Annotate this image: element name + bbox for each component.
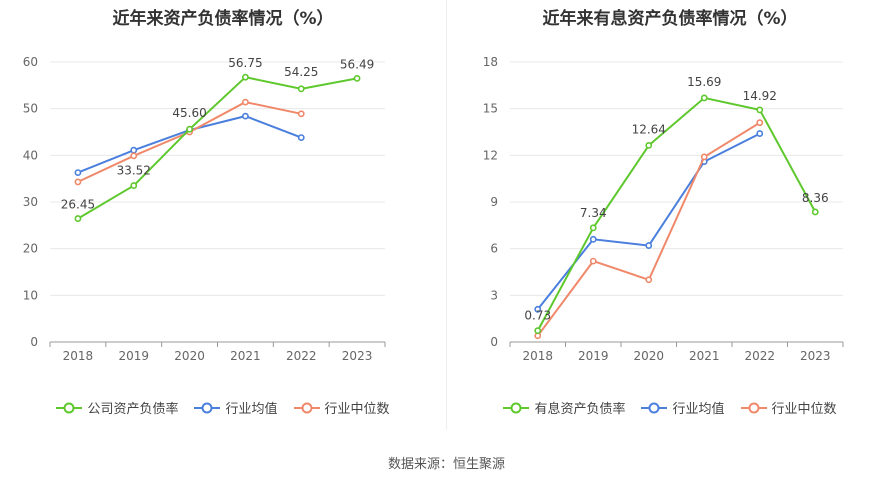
data-point (534, 305, 542, 313)
legend-line-icon (740, 402, 767, 413)
data-point (589, 257, 597, 265)
x-tick-label: 2019 (118, 349, 149, 363)
data-source-note: 数据来源：恒生聚源 (387, 457, 505, 472)
legend-label: 行业中位数 (324, 402, 390, 417)
chart-title: 近年来资产负债率情况（%） (112, 9, 334, 29)
legend-item[interactable]: 有息资产负债率 (503, 398, 625, 417)
data-label: 33.52 (117, 164, 151, 178)
data-point (534, 327, 542, 335)
y-tick-label: 0 (30, 335, 38, 349)
data-point (756, 119, 764, 127)
x-tick-label: 2020 (174, 349, 205, 363)
legend-item[interactable]: 行业均值 (194, 398, 278, 417)
data-label: 0.73 (524, 309, 551, 323)
x-tick-label: 2023 (800, 349, 831, 363)
data-label: 14.92 (743, 89, 777, 103)
chart-legend: 有息资产负债率 行业均值 行业中位数 (447, 398, 893, 417)
chart-panel-debt-ratio: 近年来资产负债率情况（%） 0 10 20 30 40 50 60 2018 2019 2020 2… (0, 0, 446, 440)
data-point (74, 169, 82, 176)
panel-divider (446, 0, 447, 430)
data-point (756, 106, 764, 114)
data-point (242, 73, 249, 81)
x-tick-label: 2022 (286, 349, 317, 363)
chart-svg: 0 10 20 30 40 50 60 2018 2019 2020 2021 2022 2023 26.… (23, 55, 386, 363)
data-point (645, 242, 653, 249)
legend-label: 行业均值 (225, 402, 278, 417)
y-tick-label: 0 (490, 335, 498, 349)
data-point (811, 208, 819, 216)
y-tick-label: 6 (490, 242, 498, 256)
legend-line-icon (194, 402, 221, 413)
x-tick-label: 2023 (342, 349, 373, 363)
y-tick-label: 9 (490, 195, 498, 209)
legend-label: 公司资产负债率 (87, 402, 179, 417)
data-point (700, 94, 708, 102)
y-tick-label: 3 (490, 288, 498, 302)
data-label: 56.75 (228, 56, 262, 70)
series-line (536, 96, 817, 332)
legend-line-icon (503, 402, 530, 413)
data-label: 8.36 (802, 191, 829, 205)
data-label: 15.69 (687, 75, 721, 89)
data-label: 54.25 (284, 65, 318, 79)
data-point (130, 146, 138, 154)
y-tick-label: 60 (23, 55, 38, 69)
chart-title: 近年来有息资产负债率情况（%） (542, 9, 798, 29)
y-tick-label: 40 (23, 148, 38, 162)
data-point (242, 98, 249, 106)
legend-line-icon (293, 402, 320, 413)
chart-svg: 0 3 6 9 12 15 18 2018 2019 2020 2021 2022 2023 0.73 7.… (483, 55, 844, 363)
data-point (242, 112, 249, 120)
legend-item[interactable]: 公司资产负债率 (56, 398, 178, 417)
data-point (130, 182, 138, 189)
data-label: 26.45 (61, 198, 95, 212)
legend-line-icon (641, 402, 668, 413)
data-point (353, 74, 361, 82)
legend-label: 行业中位数 (771, 402, 837, 417)
y-tick-label: 20 (23, 242, 38, 256)
y-tick-label: 12 (483, 148, 498, 162)
data-point (589, 224, 597, 232)
y-tick-label: 10 (23, 288, 38, 302)
y-tick-label: 30 (23, 195, 38, 209)
series-line (77, 76, 358, 220)
legend-line-icon (56, 402, 83, 413)
y-tick-label: 50 (23, 102, 38, 116)
x-tick-label: 2022 (744, 349, 775, 363)
y-tick-label: 18 (483, 55, 498, 69)
data-point (645, 276, 653, 284)
x-tick-label: 2021 (689, 349, 720, 363)
chart-legend: 公司资产负债率 行业均值 行业中位数 (0, 398, 446, 417)
x-tick-label: 2021 (230, 349, 261, 363)
data-point (756, 130, 764, 137)
chart-panel-interest-debt-ratio: 近年来有息资产负债率情况（%） 0 3 6 9 12 15 18 2018 2019 2020 20… (447, 0, 893, 440)
data-point (297, 110, 305, 118)
data-label: 56.49 (340, 57, 374, 71)
x-tick-label: 2020 (633, 349, 664, 363)
data-label: 45.60 (172, 106, 206, 120)
data-point (74, 178, 82, 186)
data-point (700, 153, 708, 161)
data-point (74, 215, 82, 222)
legend-label: 有息资产负债率 (534, 402, 626, 417)
series-line (77, 115, 302, 174)
x-tick-label: 2018 (63, 349, 94, 363)
legend-item[interactable]: 行业均值 (641, 398, 725, 417)
legend-label: 行业均值 (672, 402, 725, 417)
legend-item[interactable]: 行业中位数 (740, 398, 837, 417)
data-label: 12.64 (632, 122, 666, 136)
data-point (297, 134, 305, 141)
series-line (536, 121, 761, 337)
data-point (645, 141, 653, 149)
data-point (297, 85, 305, 93)
x-tick-label: 2018 (522, 349, 553, 363)
data-point (589, 235, 597, 243)
data-label: 7.34 (580, 206, 607, 220)
y-tick-label: 15 (483, 102, 498, 116)
data-point (186, 125, 193, 133)
legend-item[interactable]: 行业中位数 (293, 398, 390, 417)
data-point (130, 152, 138, 160)
x-tick-label: 2019 (578, 349, 609, 363)
